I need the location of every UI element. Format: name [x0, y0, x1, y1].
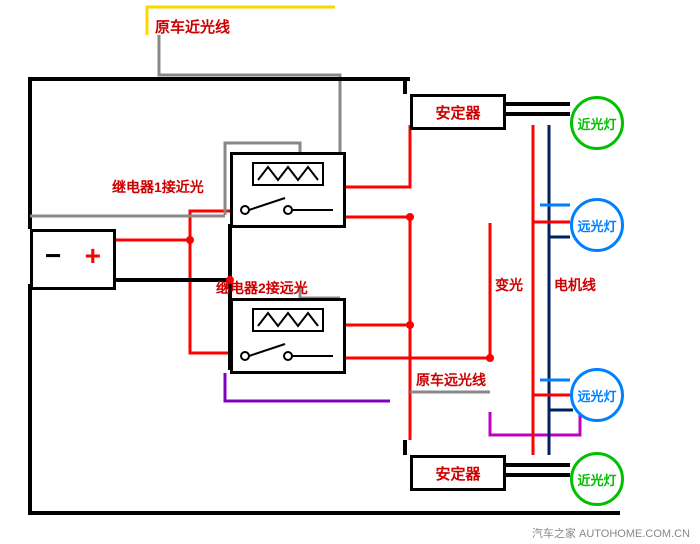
ballast-top: 安定器 — [410, 94, 506, 130]
watermark: 汽车之家 AUTOHOME.COM.CN — [532, 525, 690, 541]
label-low-beam-wire: 原车近光线 — [155, 16, 230, 37]
battery: − + — [30, 229, 116, 290]
relay2 — [230, 298, 346, 374]
ballast-bottom: 安定器 — [410, 455, 506, 491]
label-relay1: 继电器1接近光 — [112, 177, 204, 197]
label-dimmer: 变光 — [495, 275, 523, 295]
low_beam-bulb: 近光灯 — [570, 452, 624, 506]
high_beam-bulb: 远光灯 — [570, 368, 624, 422]
label-relay2: 继电器2接远光 — [216, 278, 308, 298]
low_beam-bulb: 近光灯 — [570, 96, 624, 150]
label-high-beam-wire: 原车远光线 — [416, 370, 486, 390]
label-motor-wire: 电机线 — [554, 275, 596, 295]
circuit-diagram: − + 安定器 安定器 近光灯远光灯远光灯近光灯 原车近光线 继电器1接近光 继… — [0, 0, 700, 544]
relay1 — [230, 152, 346, 228]
high_beam-bulb: 远光灯 — [570, 198, 624, 252]
